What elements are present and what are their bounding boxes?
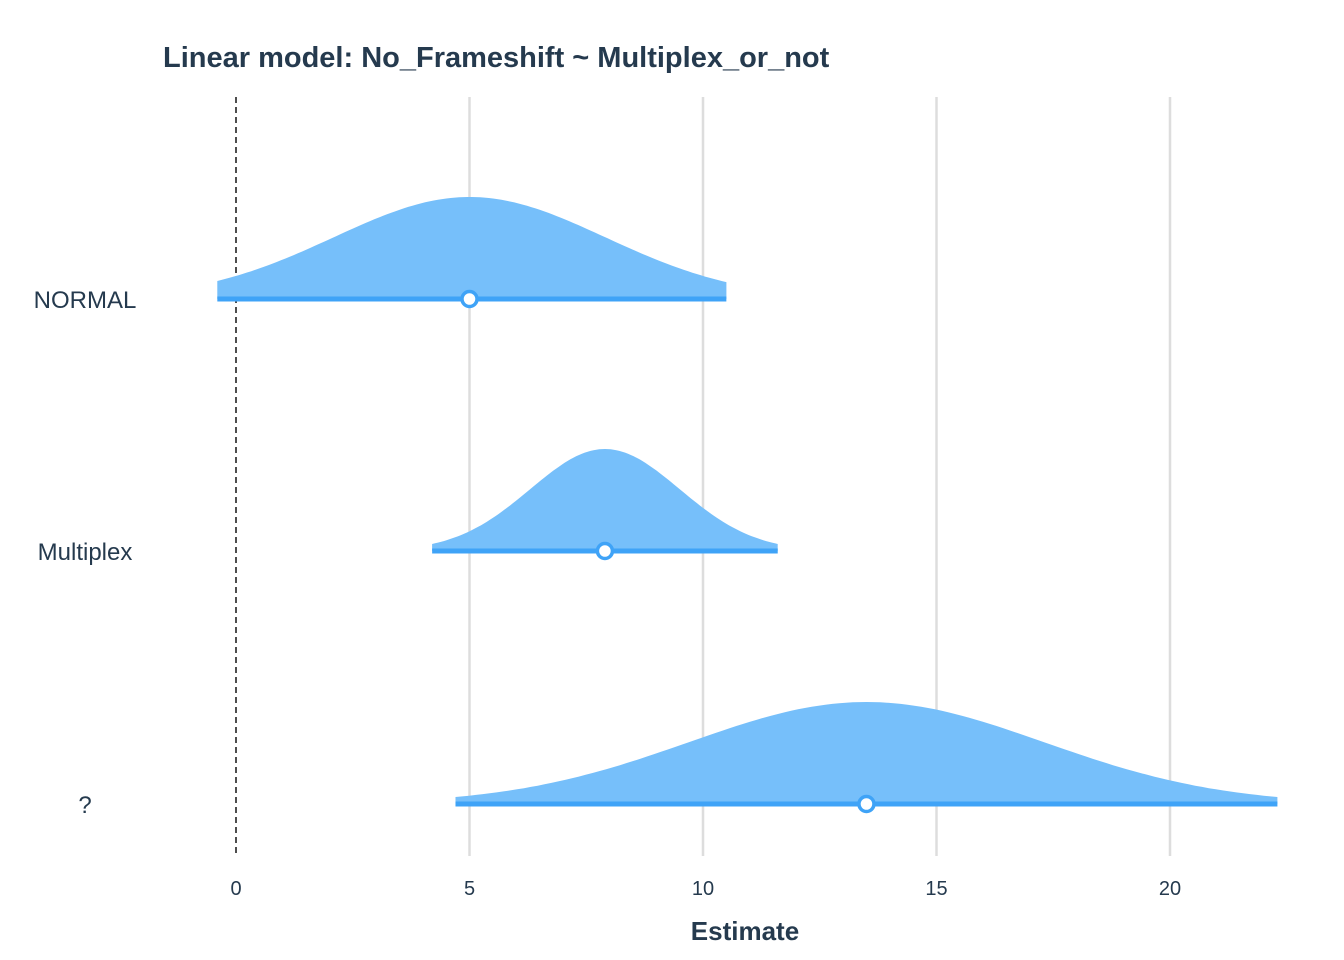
x-tick-label-2: 10	[692, 878, 714, 900]
x-tick-label-1: 5	[464, 878, 475, 900]
density-2	[455, 702, 1278, 804]
series-2	[455, 702, 1278, 814]
category-label-0: NORMAL	[34, 287, 137, 314]
x-axis-label: Estimate	[691, 916, 799, 946]
category-label-1: Multiplex	[38, 539, 133, 566]
chart-title: Linear model: No_Frameshift ~ Multiplex_…	[163, 42, 830, 74]
category-label-2: ?	[78, 792, 91, 819]
x-tick-label-4: 20	[1159, 878, 1181, 900]
gridlines	[468, 97, 1172, 856]
density-0	[217, 197, 727, 299]
estimate-point-1	[595, 541, 615, 561]
estimate-point-2	[857, 794, 876, 814]
series-1	[432, 449, 778, 561]
category-labels: NORMAL Multiplex?	[34, 287, 137, 819]
x-tick-label-3: 15	[925, 878, 947, 900]
density-1	[432, 449, 778, 551]
series-0	[217, 197, 727, 309]
estimate-point-0	[460, 289, 479, 309]
density-layer	[217, 197, 1278, 814]
x-axis-ticks: 0 5 10 15 20	[230, 878, 1181, 900]
x-tick-label-0: 0	[230, 878, 241, 900]
